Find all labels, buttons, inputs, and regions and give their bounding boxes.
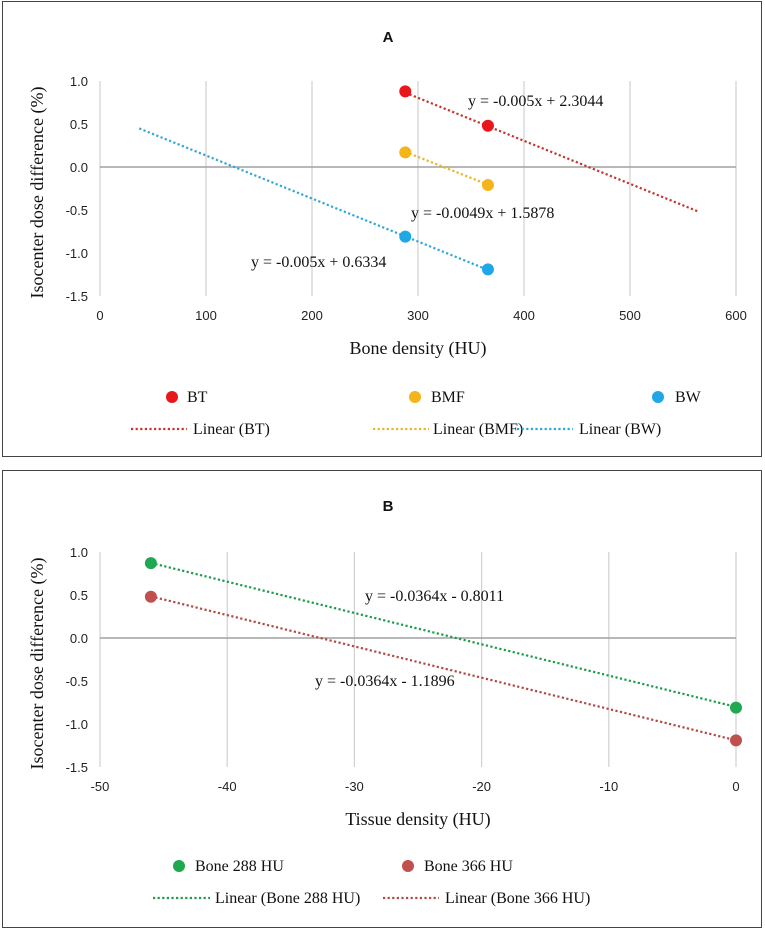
y-tick-label: -0.5 <box>66 203 88 218</box>
legend-marker <box>652 391 664 403</box>
x-tick-label: 300 <box>407 308 429 323</box>
data-point-bw <box>481 263 494 276</box>
data-point-bmf <box>399 146 412 159</box>
x-tick-label: 0 <box>96 308 103 323</box>
y-tick-label: -1.5 <box>66 760 88 775</box>
trendline-bone-366-hu <box>150 595 737 742</box>
y-tick-label: -0.5 <box>66 674 88 689</box>
trendline-equation: y = -0.0049x + 1.5878 <box>411 205 554 222</box>
chart-b-title: B <box>383 498 394 515</box>
data-point-bmf <box>481 179 494 192</box>
data-point-bone-366-hu <box>144 590 157 603</box>
y-tick-label: -1.5 <box>66 289 88 304</box>
x-axis-label: Bone density (HU) <box>350 338 487 359</box>
x-tick-label: 400 <box>513 308 535 323</box>
data-point-bone-288-hu <box>144 557 157 570</box>
x-axis-label: Tissue density (HU) <box>345 809 490 830</box>
legend-trend-label: Linear (BT) <box>193 421 270 438</box>
x-tick-label: 200 <box>301 308 323 323</box>
x-tick-label: 100 <box>195 308 217 323</box>
x-tick-label: -40 <box>218 779 237 794</box>
legend-label: Bone 288 HU <box>195 858 284 875</box>
legend-trend-label: Linear (BW) <box>579 421 661 438</box>
x-tick-label: 500 <box>619 308 641 323</box>
x-tick-label: -10 <box>599 779 618 794</box>
trendline-bt <box>404 91 700 213</box>
y-tick-label: 0.0 <box>70 631 88 646</box>
trendline-bw <box>138 127 489 271</box>
legend-trend-label: Linear (Bone 288 HU) <box>215 890 360 907</box>
legend-marker <box>166 391 178 403</box>
y-axis-label: Isocenter dose difference (%) <box>27 86 48 298</box>
trendline-bmf <box>404 150 489 186</box>
data-point-bt <box>481 119 494 132</box>
legend-marker <box>402 860 414 872</box>
data-point-bw <box>399 230 412 243</box>
legend-marker <box>409 391 421 403</box>
trendline-equation: y = -0.0364x - 1.1896 <box>315 673 455 690</box>
y-axis-label: Isocenter dose difference (%) <box>27 557 48 769</box>
data-point-bt <box>399 85 412 98</box>
data-point-bone-288-hu <box>730 701 742 714</box>
trendline-equation: y = -0.0364x - 0.8011 <box>365 588 504 605</box>
trendline-equation: y = -0.005x + 2.3044 <box>468 93 603 110</box>
chart-b-svg: B -50 -40 -30 -20 -10 0 1.0 0.5 0.0 -0.5 -1.0 -1.5 Ti… <box>27 498 742 907</box>
x-tick-label: -20 <box>472 779 491 794</box>
y-tick-label: -1.0 <box>66 717 88 732</box>
legend-label: BW <box>675 389 702 406</box>
chart-panel-a: A 0 100 200 300 400 500 600 1.0 0.5 0.0 -0.5 -1.0 -1.… <box>2 1 762 457</box>
y-tick-label: 1.0 <box>70 545 88 560</box>
chart-a-svg: A 0 100 200 300 400 500 600 1.0 0.5 0.0 -0.5 -1.0 -1.… <box>27 29 747 438</box>
trendline-equation: y = -0.005x + 0.6334 <box>251 254 386 271</box>
trendline-bone-288-hu <box>150 561 737 708</box>
legend-label: BT <box>187 389 208 406</box>
legend-marker <box>173 860 185 872</box>
x-tick-label: -50 <box>91 779 110 794</box>
chart-panel-b: B -50 -40 -30 -20 -10 0 1.0 0.5 0.0 -0.5 -1.0 -1.5 Ti… <box>2 470 762 928</box>
legend-trend-label: Linear (BMF) <box>433 421 523 438</box>
data-point-bone-366-hu <box>730 734 742 747</box>
x-tick-label: 0 <box>732 779 739 794</box>
legend-trend-label: Linear (Bone 366 HU) <box>445 890 590 907</box>
legend-label: Bone 366 HU <box>424 858 513 875</box>
y-tick-label: 1.0 <box>70 74 88 89</box>
y-tick-label: -1.0 <box>66 246 88 261</box>
y-tick-label: 0.5 <box>70 117 88 132</box>
x-tick-label: 600 <box>725 308 747 323</box>
y-tick-label: 0.0 <box>70 160 88 175</box>
x-tick-label: -30 <box>345 779 364 794</box>
y-tick-label: 0.5 <box>70 588 88 603</box>
chart-a-title: A <box>383 29 394 46</box>
legend-label: BMF <box>431 389 465 406</box>
